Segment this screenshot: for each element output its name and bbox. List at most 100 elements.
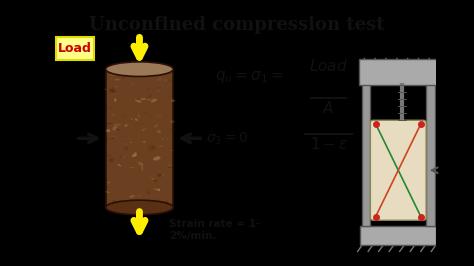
Ellipse shape xyxy=(147,205,150,207)
Ellipse shape xyxy=(109,69,117,70)
Text: $\sigma_3 = 0$: $\sigma_3 = 0$ xyxy=(206,130,248,147)
Ellipse shape xyxy=(124,143,128,145)
Ellipse shape xyxy=(147,95,152,98)
Ellipse shape xyxy=(115,191,117,192)
Ellipse shape xyxy=(137,113,140,118)
Ellipse shape xyxy=(131,154,136,157)
Ellipse shape xyxy=(148,145,154,149)
FancyBboxPatch shape xyxy=(370,120,426,220)
Ellipse shape xyxy=(151,145,155,147)
Ellipse shape xyxy=(168,150,175,151)
Ellipse shape xyxy=(122,114,128,118)
Ellipse shape xyxy=(114,136,118,138)
Ellipse shape xyxy=(153,156,161,160)
Ellipse shape xyxy=(135,124,143,125)
Ellipse shape xyxy=(147,148,153,151)
Ellipse shape xyxy=(157,107,159,110)
Bar xyxy=(360,226,436,245)
Ellipse shape xyxy=(166,200,168,202)
Ellipse shape xyxy=(151,88,154,89)
Ellipse shape xyxy=(163,174,164,176)
Ellipse shape xyxy=(129,142,132,143)
Ellipse shape xyxy=(120,156,123,158)
Ellipse shape xyxy=(109,158,114,162)
Ellipse shape xyxy=(112,125,117,131)
Ellipse shape xyxy=(157,77,163,81)
Ellipse shape xyxy=(160,145,163,147)
Ellipse shape xyxy=(119,125,122,127)
Ellipse shape xyxy=(155,145,161,149)
Ellipse shape xyxy=(108,181,109,183)
Ellipse shape xyxy=(106,123,112,124)
Ellipse shape xyxy=(107,74,109,75)
Ellipse shape xyxy=(124,147,128,150)
Ellipse shape xyxy=(147,192,150,194)
Ellipse shape xyxy=(149,116,153,119)
Ellipse shape xyxy=(158,76,161,78)
Ellipse shape xyxy=(156,87,161,88)
Ellipse shape xyxy=(164,79,167,82)
Ellipse shape xyxy=(163,155,165,157)
FancyBboxPatch shape xyxy=(56,37,94,60)
Ellipse shape xyxy=(114,200,118,202)
Ellipse shape xyxy=(140,98,146,100)
Ellipse shape xyxy=(106,129,110,132)
Ellipse shape xyxy=(114,124,121,125)
Ellipse shape xyxy=(130,82,136,85)
Ellipse shape xyxy=(109,107,114,109)
Ellipse shape xyxy=(154,179,157,182)
Ellipse shape xyxy=(126,138,131,139)
Text: $\mathit{Load}$: $\mathit{Load}$ xyxy=(309,59,348,74)
Ellipse shape xyxy=(117,164,121,167)
Ellipse shape xyxy=(105,191,110,193)
Ellipse shape xyxy=(127,182,130,185)
Ellipse shape xyxy=(112,200,116,204)
Text: Unconfined compression test: Unconfined compression test xyxy=(89,16,385,34)
Ellipse shape xyxy=(144,200,151,203)
Ellipse shape xyxy=(147,88,148,90)
Ellipse shape xyxy=(160,83,163,84)
Ellipse shape xyxy=(137,98,139,100)
Ellipse shape xyxy=(153,146,156,149)
Ellipse shape xyxy=(166,95,171,98)
Bar xyxy=(106,69,173,207)
Text: Load: Load xyxy=(58,42,91,55)
Bar xyxy=(426,80,435,226)
Ellipse shape xyxy=(135,119,138,121)
Ellipse shape xyxy=(147,99,151,101)
Text: $q_u = \sigma_1 =$: $q_u = \sigma_1 =$ xyxy=(215,69,284,85)
Ellipse shape xyxy=(149,174,154,177)
Ellipse shape xyxy=(128,69,134,73)
Ellipse shape xyxy=(157,90,160,92)
Ellipse shape xyxy=(155,198,159,201)
Ellipse shape xyxy=(109,89,116,93)
Ellipse shape xyxy=(138,162,144,166)
Ellipse shape xyxy=(144,113,147,114)
Ellipse shape xyxy=(157,130,161,133)
Ellipse shape xyxy=(170,128,175,133)
Ellipse shape xyxy=(154,188,158,190)
Ellipse shape xyxy=(111,136,117,139)
Ellipse shape xyxy=(168,80,172,82)
Text: $\mathit{A}$: $\mathit{A}$ xyxy=(322,100,335,116)
Bar xyxy=(362,80,370,226)
Text: Strain rate = 1-
2%/min.: Strain rate = 1- 2%/min. xyxy=(169,219,261,241)
Ellipse shape xyxy=(134,152,137,157)
Ellipse shape xyxy=(120,102,123,107)
Ellipse shape xyxy=(138,187,140,188)
Ellipse shape xyxy=(114,85,118,88)
Ellipse shape xyxy=(146,189,151,192)
Ellipse shape xyxy=(136,201,139,202)
Ellipse shape xyxy=(171,99,175,102)
Ellipse shape xyxy=(156,114,162,117)
Ellipse shape xyxy=(147,182,149,184)
Ellipse shape xyxy=(111,114,115,117)
Ellipse shape xyxy=(108,138,109,140)
Ellipse shape xyxy=(135,68,141,72)
Ellipse shape xyxy=(131,69,139,72)
Ellipse shape xyxy=(114,93,117,94)
Ellipse shape xyxy=(157,188,160,191)
Ellipse shape xyxy=(103,89,109,90)
Ellipse shape xyxy=(126,124,128,125)
Ellipse shape xyxy=(170,120,174,123)
